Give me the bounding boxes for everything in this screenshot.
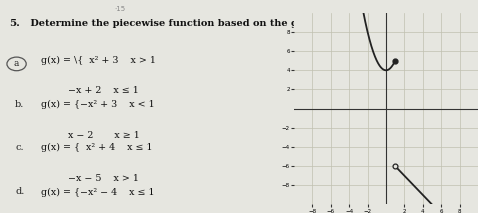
Text: d.: d. — [15, 187, 24, 196]
Text: c.: c. — [15, 143, 24, 152]
Text: Determine the piecewise function based on the graph given.: Determine the piecewise function based o… — [27, 19, 359, 28]
Text: g(x) = {−x² + 3    x < 1: g(x) = {−x² + 3 x < 1 — [41, 100, 154, 109]
Text: g(x) = {−x² − 4    x ≤ 1: g(x) = {−x² − 4 x ≤ 1 — [41, 187, 154, 197]
Text: −x + 2    x ≤ 1: −x + 2 x ≤ 1 — [41, 86, 139, 95]
Text: 5.: 5. — [9, 19, 20, 28]
Text: g(x) = {  x² + 4    x ≤ 1: g(x) = { x² + 4 x ≤ 1 — [41, 143, 152, 152]
Text: a: a — [14, 59, 19, 68]
Text: −x − 5    x > 1: −x − 5 x > 1 — [41, 174, 139, 183]
Text: ·15: ·15 — [114, 6, 126, 12]
Text: b.: b. — [15, 100, 24, 109]
Text: g(x) = \{  x² + 3    x > 1: g(x) = \{ x² + 3 x > 1 — [41, 55, 155, 65]
Text: x − 2       x ≥ 1: x − 2 x ≥ 1 — [41, 131, 140, 140]
